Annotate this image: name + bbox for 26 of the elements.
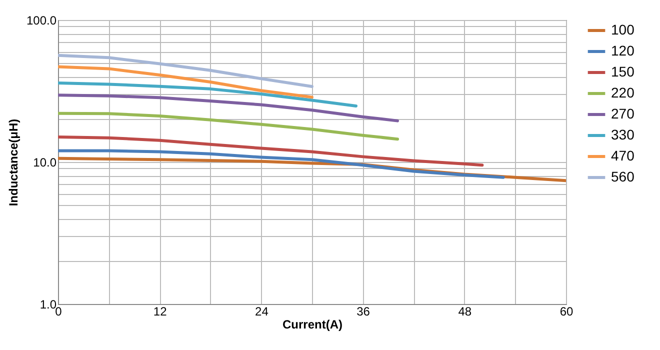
legend-label: 100 bbox=[611, 22, 635, 38]
legend-label: 120 bbox=[611, 42, 635, 58]
y-axis-title: Inductance(μH) bbox=[6, 118, 20, 206]
x-tick-label: 48 bbox=[458, 304, 472, 318]
legend-label: 150 bbox=[611, 64, 635, 80]
legend-label: 560 bbox=[611, 168, 635, 184]
x-tick-label: 60 bbox=[560, 304, 574, 318]
legend-label: 330 bbox=[611, 126, 635, 142]
x-tick-label: 24 bbox=[255, 304, 269, 318]
line-series bbox=[58, 82, 358, 108]
x-axis-title: Current(A) bbox=[282, 318, 342, 332]
y-tick-label: 1.0 bbox=[40, 298, 57, 312]
x-tick-label: 36 bbox=[356, 304, 370, 318]
legend-label: 220 bbox=[611, 84, 635, 100]
line-series bbox=[58, 112, 400, 141]
legend-label: 270 bbox=[611, 106, 635, 122]
line-series bbox=[58, 54, 314, 88]
legend-label: 470 bbox=[611, 148, 635, 164]
line-series bbox=[58, 149, 505, 179]
line-series bbox=[58, 94, 400, 122]
line-series bbox=[58, 135, 484, 167]
x-tick-label: 0 bbox=[55, 304, 62, 318]
line-series bbox=[58, 65, 314, 99]
x-tick-label: 12 bbox=[153, 304, 168, 318]
y-tick-label: 10.0 bbox=[33, 156, 57, 170]
y-tick-label: 100.0 bbox=[26, 14, 57, 28]
